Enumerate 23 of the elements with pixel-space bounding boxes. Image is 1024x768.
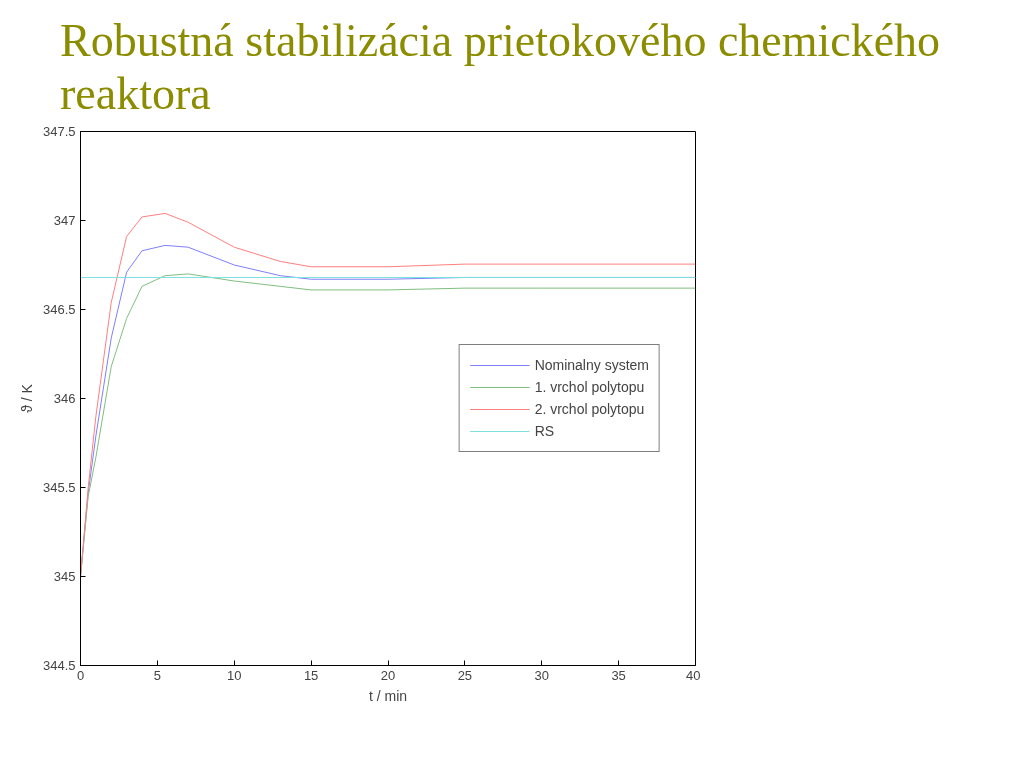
y-tick-label: 345.5 xyxy=(42,479,76,495)
y-tick-label: 344.5 xyxy=(42,657,76,673)
y-tick-label: 345 xyxy=(53,568,76,584)
y-tick-label: 347.5 xyxy=(42,123,76,139)
x-tick-label: 30 xyxy=(534,667,549,683)
x-tick-label: 25 xyxy=(457,667,473,683)
x-axis-title: t / min xyxy=(368,687,408,704)
legend-label: Nominalny system xyxy=(534,356,649,373)
legend-label: 1. vrchol polytopu xyxy=(534,378,645,395)
y-axis-title: ϑ / K xyxy=(18,383,35,413)
legend-label: RS xyxy=(534,422,555,439)
x-tick-label: 5 xyxy=(153,667,161,683)
x-tick-label: 35 xyxy=(611,667,626,683)
y-tick-label: 346 xyxy=(53,390,76,406)
y-tick-label: 347 xyxy=(53,212,76,228)
x-tick-label: 40 xyxy=(686,667,701,683)
legend-label: 2. vrchol polytopu xyxy=(534,400,645,417)
y-tick-label: 346.5 xyxy=(42,301,76,317)
x-tick-label: 20 xyxy=(380,667,396,683)
x-tick-label: 0 xyxy=(76,667,85,683)
x-tick-label: 15 xyxy=(303,667,319,683)
chart-title: Robustná stabilizácia prietokového chemického reaktora xyxy=(60,15,942,121)
x-tick-label: 10 xyxy=(227,667,242,683)
